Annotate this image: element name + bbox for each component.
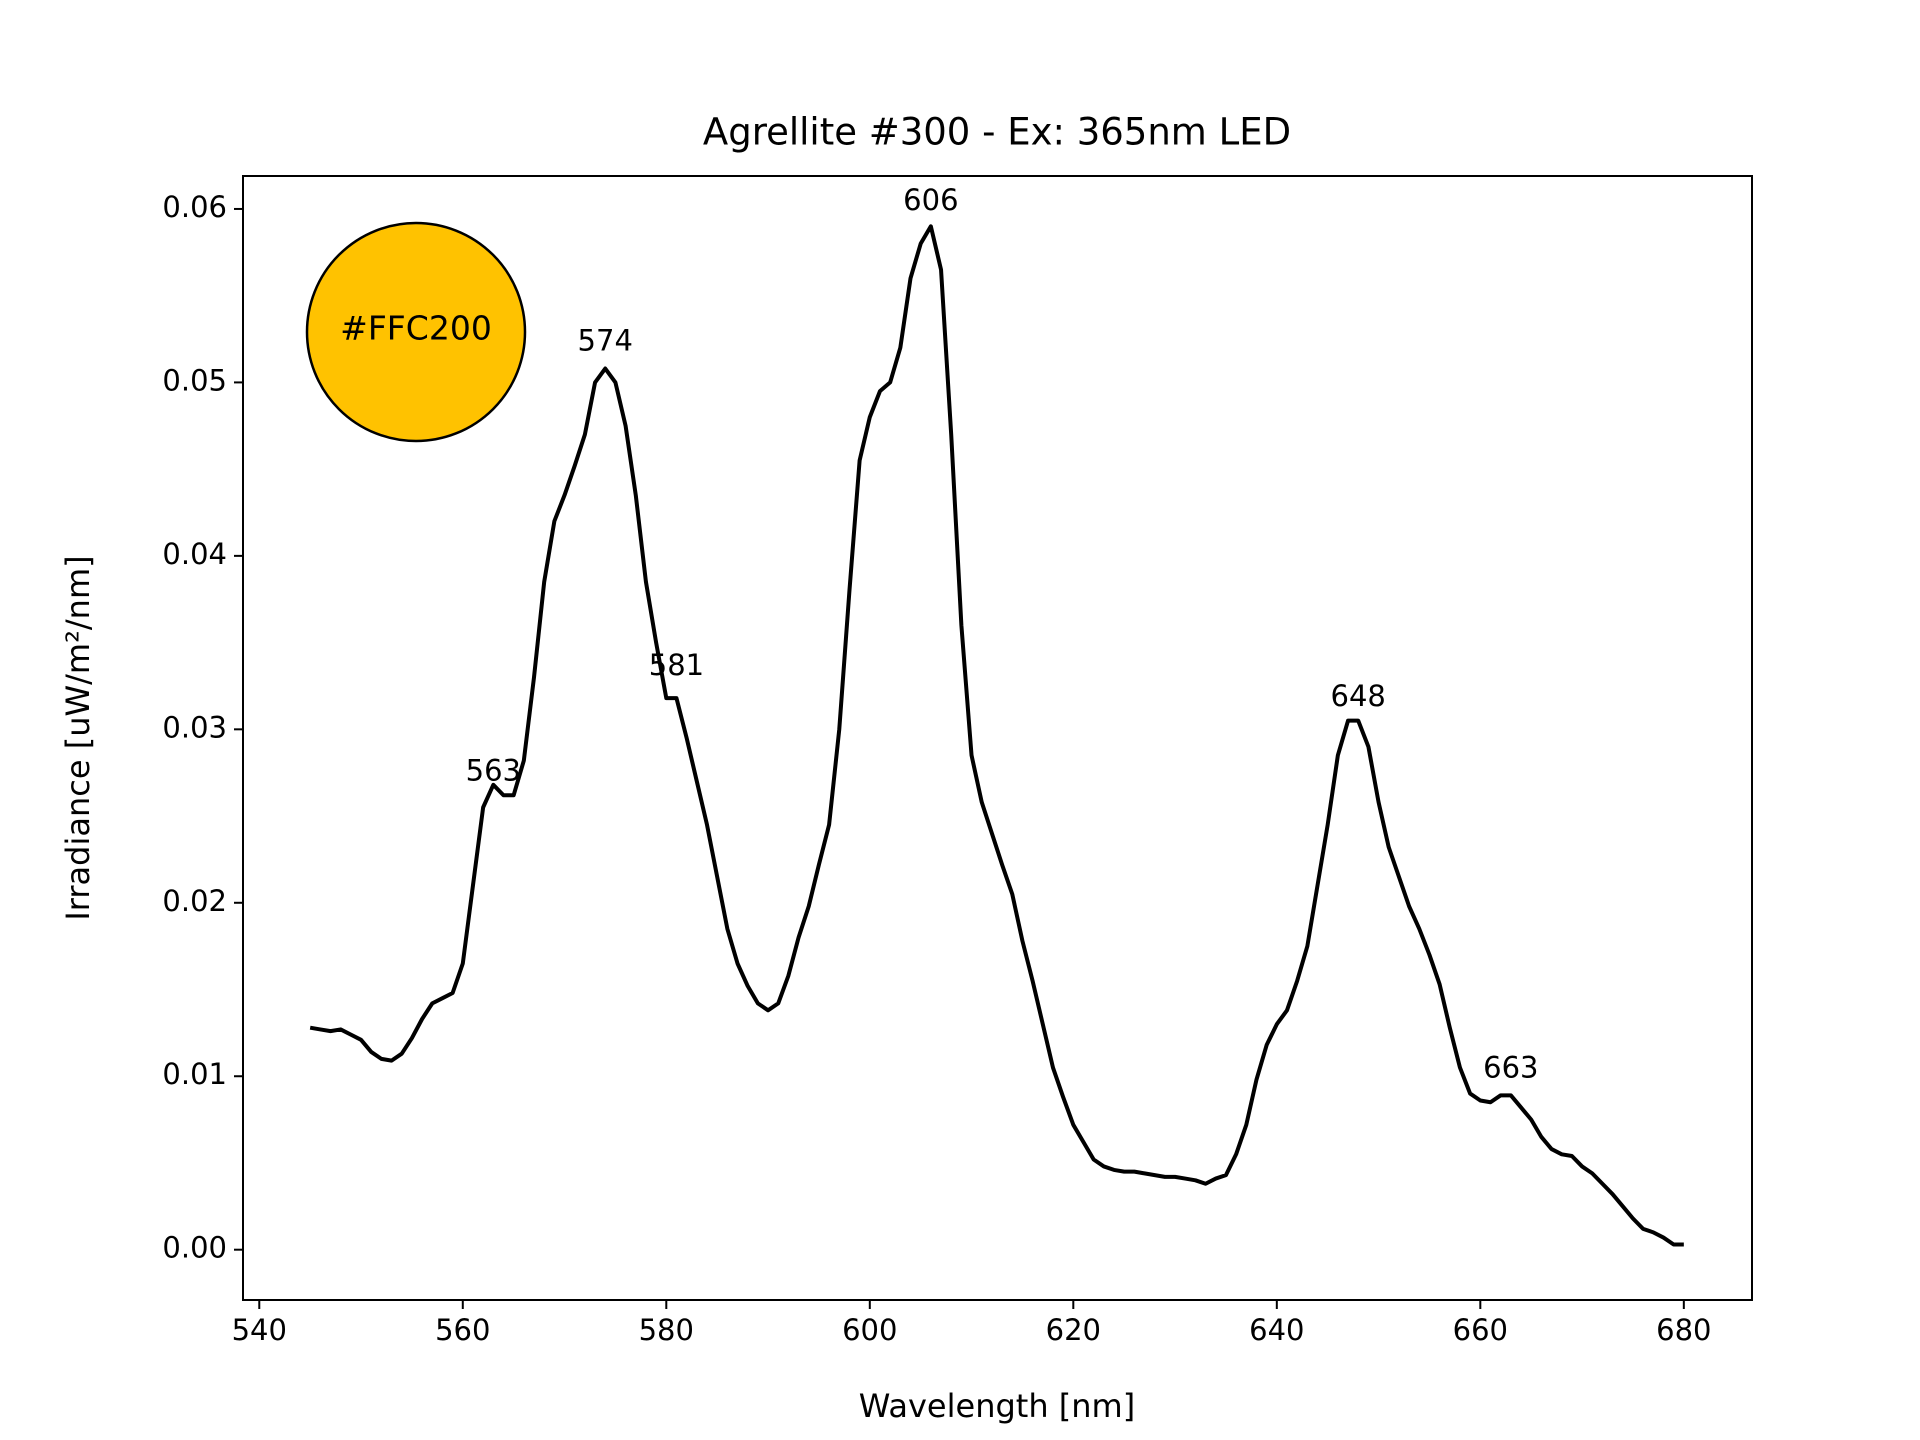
peak-label: 648 — [1331, 679, 1386, 713]
x-tick-label: 560 — [435, 1313, 490, 1347]
spectrum-line — [309, 224, 1684, 1247]
peak-label: 663 — [1483, 1050, 1538, 1084]
swatch-label: #FFC200 — [340, 309, 492, 348]
x-tick-label: 580 — [639, 1313, 694, 1347]
x-tick-label: 660 — [1453, 1313, 1508, 1347]
x-tick-label: 620 — [1046, 1313, 1101, 1347]
x-tick-label: 640 — [1249, 1313, 1304, 1347]
peak-label: 606 — [903, 183, 958, 217]
y-tick-label: 0.03 — [162, 710, 227, 744]
peak-label: 563 — [466, 754, 521, 788]
color-swatch — [305, 221, 527, 443]
x-tick-label: 600 — [842, 1313, 897, 1347]
peak-label: 574 — [578, 324, 633, 358]
y-tick-label: 0.01 — [162, 1057, 227, 1091]
x-tick-label: 680 — [1656, 1313, 1711, 1347]
x-axis-label: Wavelength [nm] — [859, 1387, 1135, 1425]
y-axis-label: Irradiance [uW/m²/nm] — [59, 555, 97, 920]
y-tick-label: 0.04 — [162, 537, 227, 571]
chart-title: Agrellite #300 - Ex: 365nm LED — [703, 111, 1291, 154]
peak-label: 581 — [649, 648, 704, 682]
y-tick-label: 0.06 — [162, 190, 227, 224]
plot-frame — [242, 175, 1753, 1301]
y-tick-label: 0.00 — [162, 1231, 227, 1265]
y-tick-label: 0.02 — [162, 884, 227, 918]
x-tick-label: 540 — [232, 1313, 287, 1347]
y-tick-label: 0.05 — [162, 363, 227, 397]
